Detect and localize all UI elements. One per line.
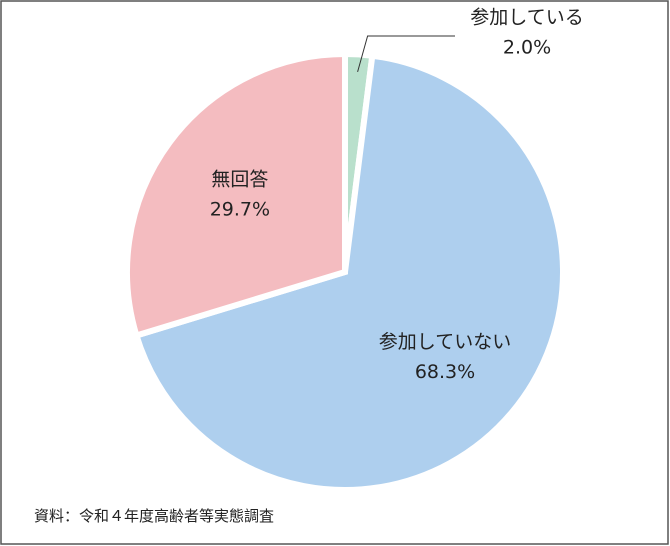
source-note: 資料：令和４年度高齢者等実態調査 bbox=[34, 507, 274, 525]
leader-line bbox=[357, 35, 455, 72]
value-label: 68.3% bbox=[415, 361, 475, 383]
slice-label: 参加している bbox=[470, 7, 583, 29]
value-label: 2.0% bbox=[503, 37, 551, 59]
value-label: 29.7% bbox=[210, 199, 270, 221]
pie-slice bbox=[132, 52, 566, 493]
pie-slice bbox=[124, 50, 348, 340]
slice-label: 参加していない bbox=[379, 331, 511, 353]
pie bbox=[124, 50, 566, 493]
slice-label: 無回答 bbox=[211, 169, 268, 191]
